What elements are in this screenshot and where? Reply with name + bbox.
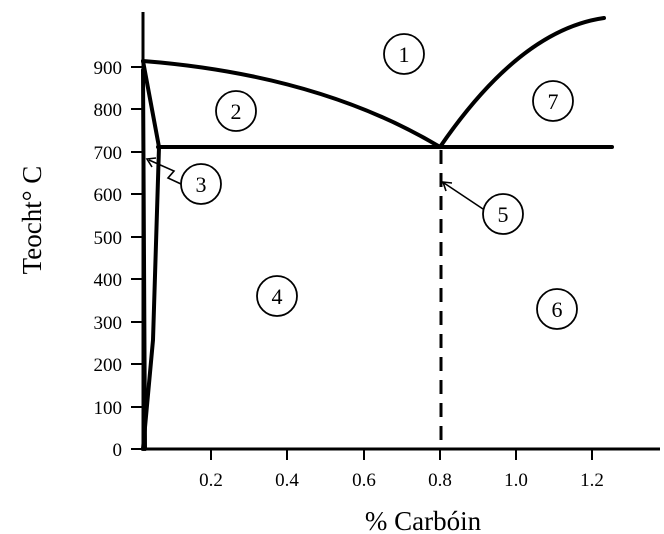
y-tick-label: 400 — [94, 270, 123, 291]
region-label-3: 3 — [180, 163, 222, 205]
y-tick-label: 300 — [94, 313, 123, 334]
gamma-alpha-boundary — [141, 59, 161, 149]
pointer-arrow-5 — [441, 181, 484, 210]
region-label-1: 1 — [383, 33, 425, 75]
y-tick-label: 500 — [94, 228, 123, 249]
svg-text:5: 5 — [498, 202, 509, 227]
y-ticks — [131, 66, 143, 450]
x-tick-label: 1.2 — [580, 470, 604, 491]
y-tick-label: 100 — [94, 398, 123, 419]
x-ticks — [210, 449, 593, 460]
region-label-4: 4 — [256, 275, 298, 317]
region-label-6: 6 — [536, 288, 578, 330]
x-tick-label: 0.8 — [428, 470, 452, 491]
ferrite-boundary-inner — [141, 68, 147, 451]
x-axis-title: % Carbóin — [365, 506, 482, 534]
liquidus-left-curve — [141, 59, 442, 149]
svg-text:1: 1 — [399, 42, 410, 67]
y-axis-title: Teocht° C — [17, 166, 47, 275]
x-tick-label: 0.4 — [275, 470, 299, 491]
svg-text:2: 2 — [231, 99, 242, 124]
x-tick-label: 0.2 — [199, 470, 223, 491]
region-label-5: 5 — [482, 193, 524, 235]
y-tick-label: 900 — [94, 58, 123, 79]
y-tick-label: 700 — [94, 143, 123, 164]
y-tick-label: 0 — [113, 440, 123, 461]
y-tick-label: 800 — [94, 100, 123, 121]
x-tick-label: 1.0 — [504, 470, 528, 491]
liquidus-right-curve — [438, 16, 606, 149]
region-label-7: 7 — [532, 80, 574, 122]
svg-text:6: 6 — [552, 297, 563, 322]
svg-text:7: 7 — [548, 89, 559, 114]
pointer-arrow-3 — [145, 157, 182, 185]
phase-boundaries — [141, 16, 614, 451]
y-tick-label: 600 — [94, 185, 123, 206]
svg-text:4: 4 — [272, 284, 283, 309]
x-tick-label: 0.6 — [352, 470, 376, 491]
region-label-2: 2 — [215, 90, 257, 132]
y-tick-label: 200 — [94, 355, 123, 376]
svg-text:3: 3 — [196, 172, 207, 197]
